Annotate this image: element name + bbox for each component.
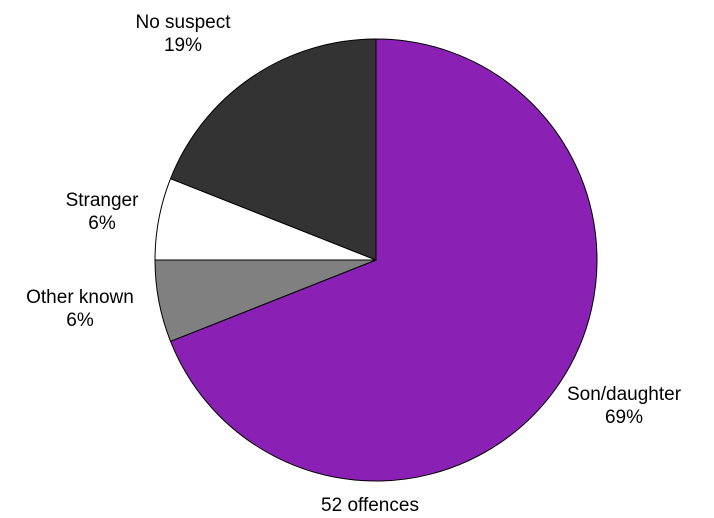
slice-value-label: 69%: [605, 407, 643, 428]
chart-caption: 52 offences: [321, 495, 419, 516]
slice-label: Stranger: [66, 190, 140, 211]
slice-value-label: 19%: [164, 35, 202, 56]
slice-label: No suspect: [135, 12, 231, 33]
slice-label: Son/daughter: [567, 384, 682, 405]
slice-label: Other known: [26, 287, 134, 308]
pie-slice-no-suspect: [169, 38, 377, 261]
slice-value-label: 6%: [66, 310, 94, 331]
slice-value-label: 6%: [88, 213, 116, 234]
pie-slice-son-daughter: [169, 38, 598, 482]
pie-slices: [154, 38, 598, 482]
